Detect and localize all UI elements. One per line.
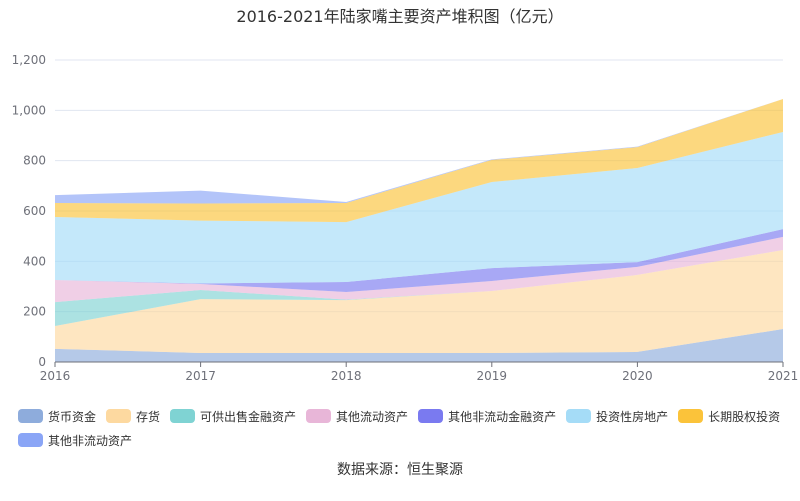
- legend-swatch: [566, 409, 592, 423]
- legend-label: 其他流动资产: [336, 409, 409, 424]
- x-tick-label: 2016: [40, 369, 71, 383]
- x-tick-label: 2019: [477, 369, 508, 383]
- x-tick-label: 2021: [768, 369, 799, 383]
- legend: 货币资金 存货 可供出售金融资产 其他流动资产 其他非流动金融资产 投资性房地产 长期股权投…: [18, 408, 798, 456]
- legend-item[interactable]: 货币资金: [18, 408, 96, 424]
- legend-item[interactable]: 长期股权投资: [678, 408, 780, 424]
- chart-title: 2016-2021年陆家嘴主要资产堆积图（亿元）: [236, 7, 564, 26]
- legend-item[interactable]: 存货: [106, 408, 160, 424]
- legend-swatch: [678, 409, 704, 423]
- legend-item[interactable]: 可供出售金融资产: [170, 408, 296, 424]
- y-tick-label: 600: [23, 204, 46, 218]
- x-tick-label: 2018: [331, 369, 362, 383]
- y-tick-label: 0: [38, 355, 46, 369]
- legend-swatch: [418, 409, 444, 423]
- legend-label: 其他非流动资产: [48, 433, 133, 448]
- area-series-6: [55, 99, 783, 223]
- legend-item[interactable]: 其他流动资产: [306, 408, 408, 424]
- legend-swatch: [106, 409, 132, 423]
- y-tick-label: 400: [23, 254, 46, 268]
- y-tick-label: 1,000: [12, 103, 46, 117]
- legend-swatch: [18, 409, 43, 423]
- x-tick-label: 2020: [622, 369, 653, 383]
- legend-label: 其他非流动金融资产: [448, 409, 557, 424]
- legend-item[interactable]: 投资性房地产: [566, 408, 668, 424]
- legend-label: 长期股权投资: [708, 409, 781, 424]
- y-tick-label: 200: [23, 305, 46, 319]
- data-source: 数据来源：恒生聚源: [337, 462, 463, 478]
- area-series-0: [55, 329, 783, 362]
- y-tick-label: 800: [23, 154, 46, 168]
- legend-label: 投资性房地产: [596, 409, 669, 424]
- legend-item[interactable]: 其他非流动资产: [18, 432, 132, 448]
- legend-swatch: [306, 409, 332, 423]
- legend-item[interactable]: 其他非流动金融资产: [418, 408, 556, 424]
- legend-swatch: [170, 409, 196, 423]
- legend-label: 货币资金: [48, 409, 97, 424]
- area-series-7: [55, 99, 783, 204]
- legend-swatch: [18, 433, 43, 447]
- y-tick-label: 1,200: [12, 53, 46, 67]
- legend-label: 可供出售金融资产: [200, 409, 297, 424]
- x-tick-label: 2017: [185, 369, 216, 383]
- area-series-1: [55, 250, 783, 353]
- legend-label: 存货: [136, 409, 161, 424]
- area-series-5: [55, 131, 783, 284]
- area-series-3: [55, 236, 783, 303]
- stacked-area-chart: 0 200 400 600 800 1,000 1,200 2016 2017 2018 2019 2…: [12, 53, 799, 383]
- area-series-4: [55, 229, 783, 293]
